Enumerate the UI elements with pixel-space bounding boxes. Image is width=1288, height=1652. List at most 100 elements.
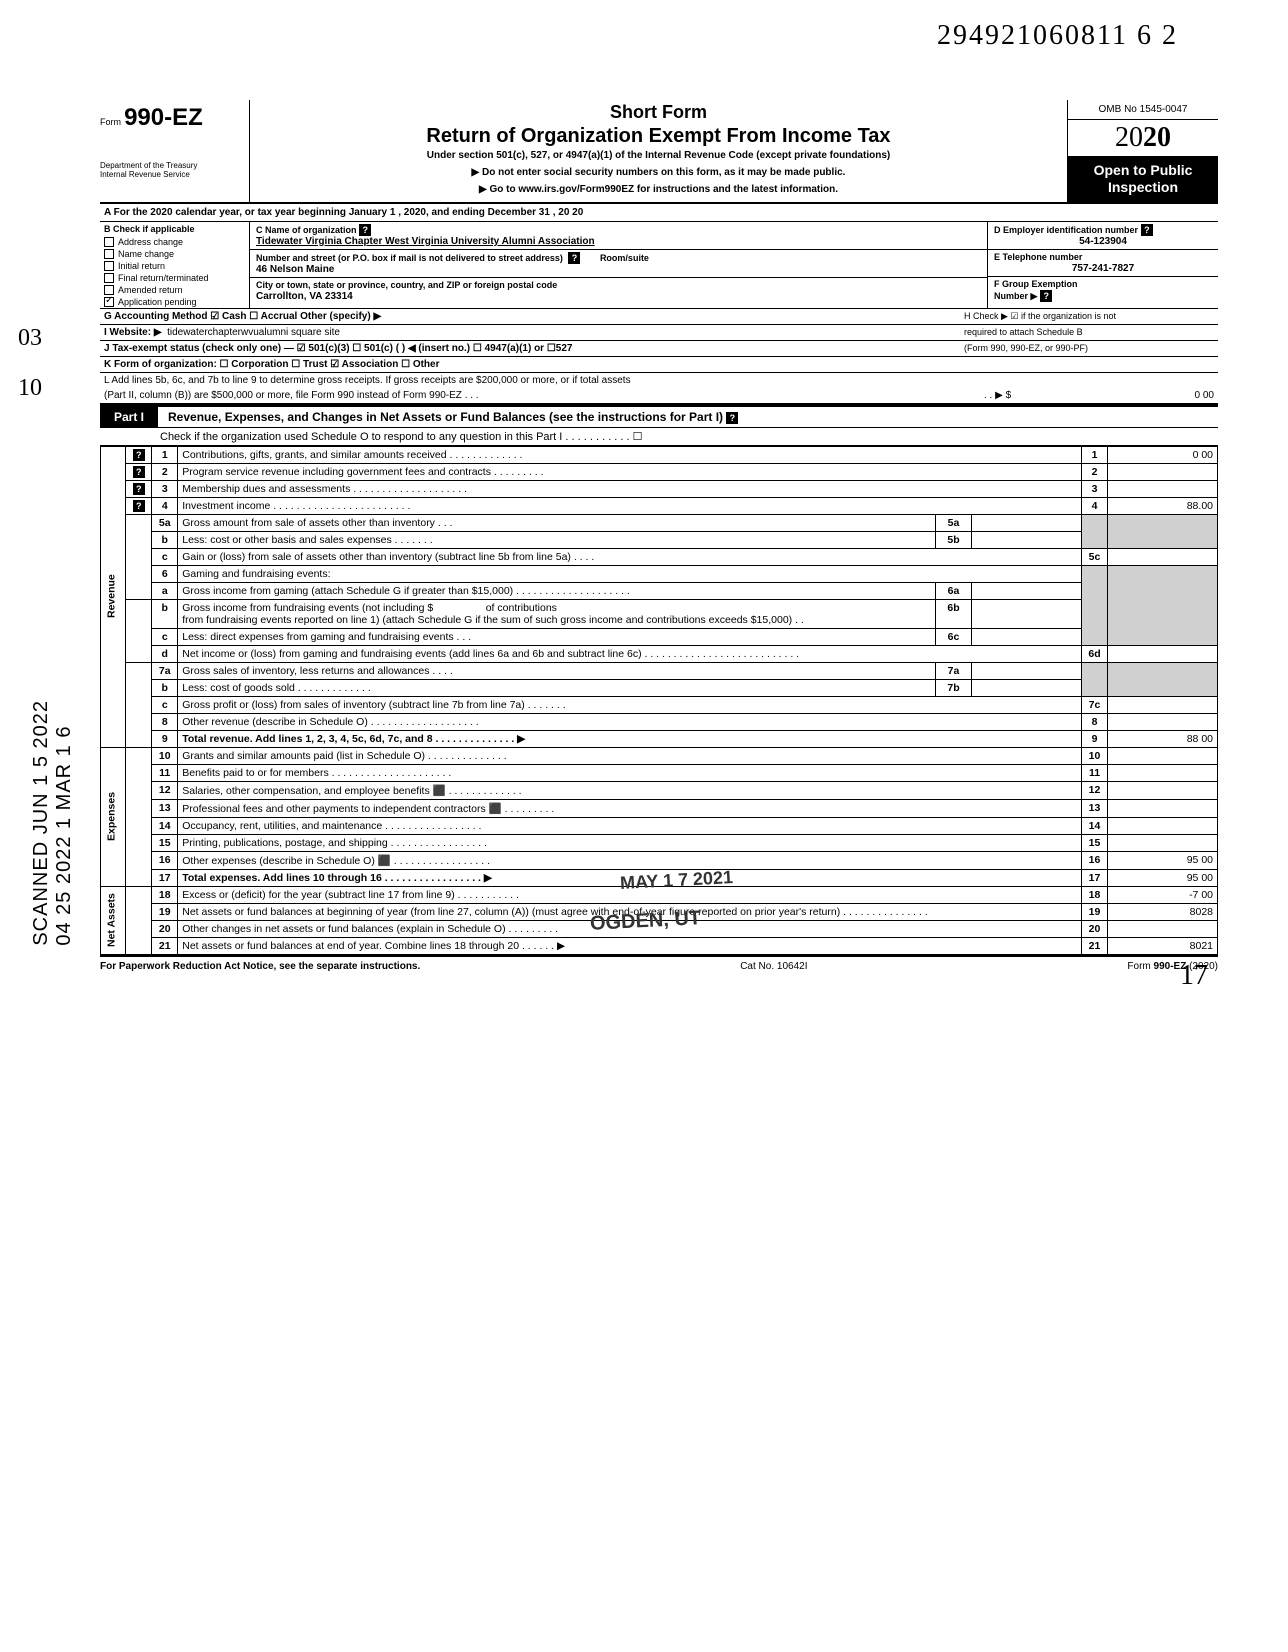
chk-final-return[interactable]: Final return/terminated (100, 272, 249, 284)
line-amt: -7 00 (1108, 886, 1218, 903)
website-value: tidewaterchapterwvualumni square site (167, 327, 340, 338)
help-icon[interactable]: ? (568, 252, 580, 264)
line-amt: 8021 (1108, 937, 1218, 954)
chk-label: Final return/terminated (118, 273, 209, 283)
chk-application-pending[interactable]: Application pending (100, 296, 249, 308)
line-2: ? 2 Program service revenue including go… (101, 463, 1218, 480)
l-line2-amt: 0 00 (1104, 390, 1214, 401)
help-icon[interactable]: ? (726, 412, 738, 424)
help-icon[interactable]: ? (133, 466, 145, 478)
help-icon[interactable]: ? (1141, 224, 1153, 236)
line-15: 15 Printing, publications, postage, and … (101, 834, 1218, 851)
l-line2-left: (Part II, column (B)) are $500,000 or mo… (104, 390, 984, 401)
row-i: I Website: ▶ tidewaterchapterwvualumni s… (100, 325, 1218, 341)
line-desc: Net assets or fund balances at beginning… (178, 903, 1082, 920)
line-4: ? 4 Investment income . . . . . . . . . … (101, 497, 1218, 514)
inner-amt (972, 514, 1082, 531)
line-rn: 15 (1082, 834, 1108, 851)
section-def: D Employer identification number ? 54-12… (988, 222, 1218, 308)
line-num: 1 (152, 446, 178, 463)
footer-center: Cat No. 10642I (740, 961, 807, 972)
line-amt (1108, 799, 1218, 817)
handwritten-number-top: 294921060811 6 2 (937, 20, 1178, 52)
help-icon[interactable]: ? (1040, 290, 1052, 302)
c-city-row: City or town, state or province, country… (250, 278, 987, 304)
line-rn: 8 (1082, 713, 1108, 730)
line-num: 11 (152, 764, 178, 781)
phone-value: 757-241-7827 (994, 263, 1212, 274)
inner-num: 6b (936, 599, 972, 628)
line-num: 19 (152, 903, 178, 920)
line-num: 3 (152, 480, 178, 497)
line-desc: Excess or (deficit) for the year (subtra… (178, 886, 1082, 903)
netassets-side-label: Net Assets (101, 886, 126, 954)
help-icon[interactable]: ? (133, 500, 145, 512)
line-num: c (152, 696, 178, 713)
line-num: c (152, 628, 178, 645)
line-amt (1108, 781, 1218, 799)
line-desc: Contributions, gifts, grants, and simila… (178, 446, 1082, 463)
line-8: 8 Other revenue (describe in Schedule O)… (101, 713, 1218, 730)
row-g: G Accounting Method ☑ Cash ☐ Accrual Oth… (100, 309, 1218, 325)
line-17: 17 Total expenses. Add lines 10 through … (101, 869, 1218, 886)
help-icon[interactable]: ? (133, 483, 145, 495)
line-amt: 88.00 (1108, 497, 1218, 514)
line-desc: Benefits paid to or for members . . . . … (178, 764, 1082, 781)
help-icon[interactable]: ? (133, 449, 145, 461)
k-form-org: K Form of organization: ☐ Corporation ☐ … (104, 359, 440, 370)
chk-name-change[interactable]: Name change (100, 248, 249, 260)
line-num: a (152, 582, 178, 599)
l-line2-arrow: . . ▶ $ (984, 390, 1104, 401)
lines-table: Revenue ? 1 Contributions, gifts, grants… (100, 446, 1218, 955)
line-20: 20 Other changes in net assets or fund b… (101, 920, 1218, 937)
line-16: 16 Other expenses (describe in Schedule … (101, 851, 1218, 869)
handwritten-03: 03 (18, 325, 42, 352)
inner-num: 5a (936, 514, 972, 531)
line-num: 14 (152, 817, 178, 834)
chk-amended-return[interactable]: Amended return (100, 284, 249, 296)
line-rn: 2 (1082, 463, 1108, 480)
h-check: H Check ▶ ☑ if the organization is not (964, 311, 1214, 322)
line-rn: 16 (1082, 851, 1108, 869)
c-street-row: Number and street (or P.O. box if mail i… (250, 250, 987, 278)
help-icon[interactable]: ? (359, 224, 371, 236)
line-desc: Gain or (loss) from sale of assets other… (178, 548, 1082, 565)
chk-label: Name change (118, 249, 174, 259)
line-rn: 9 (1082, 730, 1108, 747)
row-l2: (Part II, column (B)) are $500,000 or mo… (100, 388, 1218, 405)
short-form-title: Short Form (258, 102, 1059, 123)
line-rn: 17 (1082, 869, 1108, 886)
row-j: J Tax-exempt status (check only one) — ☑… (100, 341, 1218, 357)
line-desc: Gross income from fundraising events (no… (178, 599, 936, 628)
part-1-tag: Part I (100, 407, 158, 427)
line-10: Expenses 10 Grants and similar amounts p… (101, 747, 1218, 764)
line-desc: Less: cost or other basis and sales expe… (178, 531, 936, 548)
line-num: b (152, 531, 178, 548)
line-num: 18 (152, 886, 178, 903)
section-d: D Employer identification number ? 54-12… (988, 222, 1218, 250)
line-amt: 8028 (1108, 903, 1218, 920)
line-amt (1108, 645, 1218, 662)
section-b: B Check if applicable Address change Nam… (100, 222, 250, 308)
line-amt (1108, 548, 1218, 565)
line-5a: 5a Gross amount from sale of assets othe… (101, 514, 1218, 531)
chk-initial-return[interactable]: Initial return (100, 260, 249, 272)
f-label: F Group Exemption (994, 279, 1078, 289)
line-desc: Gross income from gaming (attach Schedul… (178, 582, 936, 599)
c-name-label: C Name of organization (256, 225, 357, 235)
line-19: 19 Net assets or fund balances at beginn… (101, 903, 1218, 920)
page-footer: For Paperwork Reduction Act Notice, see … (100, 955, 1218, 972)
line-rn: 4 (1082, 497, 1108, 514)
line-rn: 21 (1082, 937, 1108, 954)
line-desc: Program service revenue including govern… (178, 463, 1082, 480)
line-num: c (152, 548, 178, 565)
line-desc: Grants and similar amounts paid (list in… (178, 747, 1082, 764)
part-1-header: Part I Revenue, Expenses, and Changes in… (100, 405, 1218, 428)
line-num: 16 (152, 851, 178, 869)
section-b-to-f: B Check if applicable Address change Nam… (100, 222, 1218, 309)
line-desc: Net assets or fund balances at end of ye… (178, 937, 1082, 954)
line-desc: Salaries, other compensation, and employ… (178, 781, 1082, 799)
room-label: Room/suite (600, 253, 649, 263)
chk-address-change[interactable]: Address change (100, 236, 249, 248)
line-amt (1108, 834, 1218, 851)
